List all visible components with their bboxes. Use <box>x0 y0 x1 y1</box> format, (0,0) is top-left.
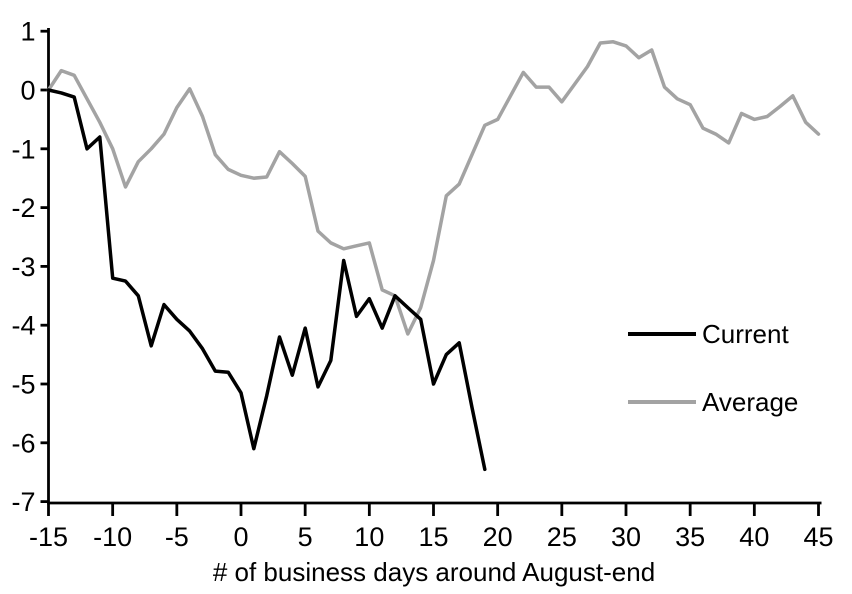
x-tick-label: 40 <box>739 522 769 552</box>
y-tick-label: -3 <box>11 252 35 282</box>
x-axis-title: # of business days around August-end <box>212 557 656 587</box>
x-tick-label: 20 <box>483 522 513 552</box>
y-tick-label: 0 <box>20 76 35 106</box>
x-tick-label: -5 <box>165 522 189 552</box>
legend-item-current: Current <box>628 318 789 350</box>
x-tick-label: 35 <box>675 522 705 552</box>
legend-item-average: Average <box>628 386 798 418</box>
y-tick-label: -5 <box>11 370 35 400</box>
x-tick-label: 25 <box>547 522 577 552</box>
axes <box>47 28 822 505</box>
x-axis-ticks: -15 -10 -5 0 5 10 15 20 25 30 35 40 45 <box>29 503 834 552</box>
legend-label-average: Average <box>702 386 799 417</box>
y-tick-label: -4 <box>11 311 35 341</box>
series-line-current <box>46 88 487 472</box>
x-tick-label: -15 <box>29 522 68 552</box>
x-tick-label: 30 <box>611 522 641 552</box>
legend-label-current: Current <box>702 318 789 349</box>
y-tick-label: -1 <box>11 134 35 164</box>
y-tick-label: -2 <box>11 193 35 223</box>
x-tick-label: 45 <box>803 522 833 552</box>
y-tick-label: -6 <box>11 428 35 458</box>
x-tick-label: 0 <box>233 522 248 552</box>
average-line-swatch <box>628 400 696 404</box>
series-line-average <box>46 40 821 336</box>
current-line-swatch <box>628 332 696 336</box>
y-tick-label: -7 <box>11 487 35 517</box>
x-tick-label: -10 <box>93 522 132 552</box>
x-tick-label: 15 <box>418 522 448 552</box>
x-tick-label: 5 <box>298 522 313 552</box>
x-tick-label: 10 <box>354 522 384 552</box>
y-tick-label: 1 <box>20 17 35 47</box>
y-axis-ticks: 1 0 -1 -2 -3 -4 -5 -6 -7 <box>11 17 49 517</box>
